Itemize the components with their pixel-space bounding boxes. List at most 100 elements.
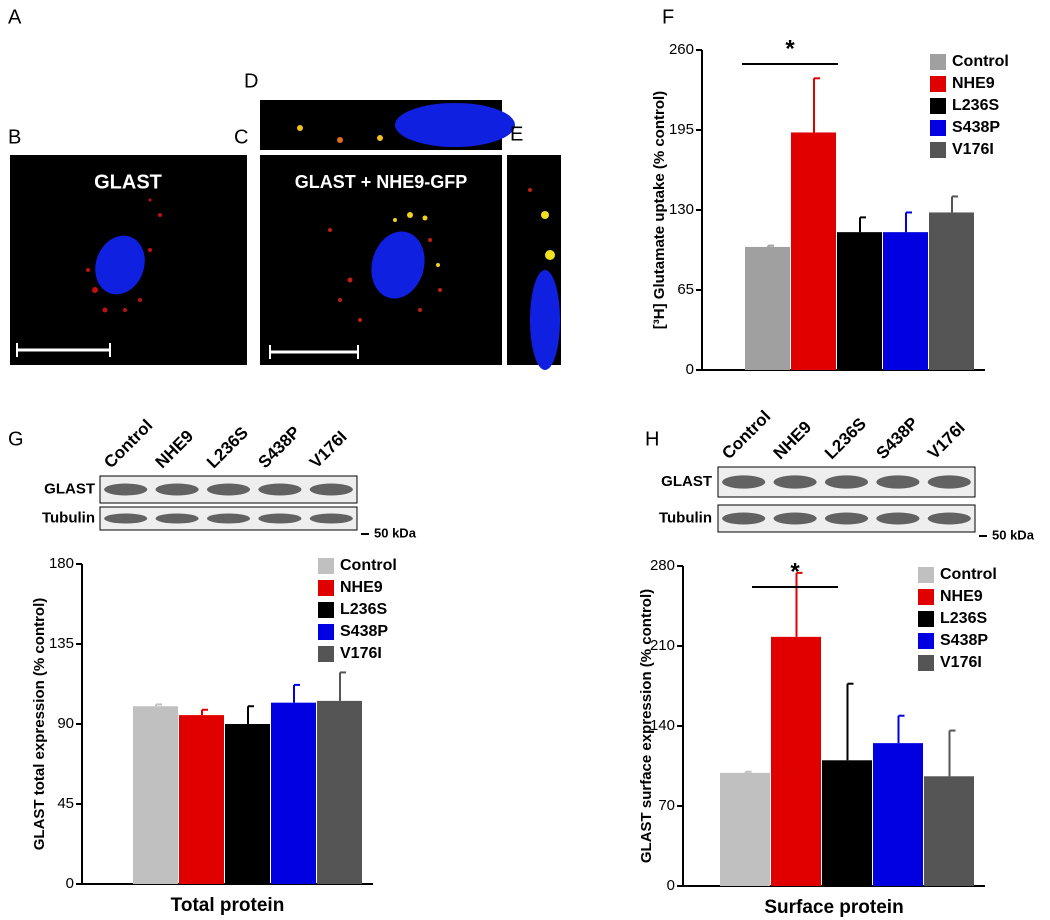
legend-swatch [318, 580, 334, 596]
panel-label: D [244, 70, 258, 92]
legend-label: S438P [340, 623, 388, 640]
band [773, 475, 817, 489]
band [155, 483, 199, 496]
panel-label: E [510, 123, 523, 145]
legend-swatch [930, 54, 946, 70]
legend-label: Control [340, 557, 397, 574]
band [206, 513, 251, 524]
y-tick-label: 65 [677, 281, 694, 298]
y-tick-label: 180 [49, 555, 74, 572]
lane-label: S438P [872, 413, 922, 463]
bar [771, 636, 821, 886]
lane-label: NHE9 [770, 417, 816, 463]
bar [745, 246, 790, 370]
row-label: Tubulin [42, 509, 95, 526]
bar [133, 706, 178, 884]
lane-label: V176I [924, 418, 969, 463]
panel-label: B [8, 126, 21, 148]
bar [924, 776, 974, 886]
y-axis-label: [³H] Glutamate uptake (% control) [651, 91, 668, 329]
y-tick-label: 135 [49, 635, 74, 652]
lane-label: L236S [203, 423, 252, 472]
legend-swatch [318, 602, 334, 618]
x-axis-label: Surface protein [764, 897, 903, 918]
band [155, 513, 199, 524]
legend-swatch [930, 120, 946, 136]
bar [791, 132, 836, 370]
bar [720, 772, 770, 886]
panel-label: F [662, 6, 674, 28]
band [876, 475, 920, 489]
marker-label: 50 kDa [374, 525, 417, 540]
band [824, 512, 869, 525]
legend-label: NHE9 [952, 75, 995, 92]
band [206, 483, 251, 496]
band [104, 483, 148, 496]
y-tick-label: 195 [669, 121, 694, 138]
legend-label: S438P [952, 119, 1000, 136]
y-tick-label: 0 [686, 361, 694, 378]
panel-label: G [8, 428, 24, 450]
micrograph-c [260, 155, 502, 365]
y-tick-label: 260 [669, 41, 694, 58]
y-tick-label: 0 [66, 875, 74, 892]
legend-swatch [318, 624, 334, 640]
bar [929, 212, 974, 370]
bar [873, 743, 923, 886]
band [309, 483, 353, 496]
legend-label: Control [952, 53, 1009, 70]
y-axis-label: GLAST surface expression (% control) [638, 589, 655, 863]
lane-label: NHE9 [152, 426, 198, 472]
legend-swatch [918, 633, 934, 649]
lane-label: Control [100, 416, 156, 472]
legend-label: L236S [340, 601, 387, 618]
band [722, 475, 766, 489]
legend-swatch [930, 98, 946, 114]
band [309, 513, 353, 524]
panel-label: A [8, 6, 22, 28]
lane-label: Control [718, 407, 774, 463]
panel-label: H [645, 428, 659, 450]
micrograph-label: GLAST [94, 171, 162, 193]
legend-swatch [918, 611, 934, 627]
legend-swatch [930, 76, 946, 92]
band [824, 475, 869, 489]
bar [837, 232, 882, 370]
band [927, 512, 971, 525]
bar [225, 724, 270, 884]
bar [883, 232, 928, 370]
panel-label: C [234, 126, 248, 148]
y-tick-label: 140 [650, 717, 675, 734]
lane-label: L236S [821, 414, 870, 463]
bar [317, 700, 362, 884]
band [722, 512, 766, 525]
legend-label: NHE9 [340, 579, 383, 596]
legend-label: Control [940, 566, 997, 583]
legend-label: L236S [952, 97, 999, 114]
y-tick-label: 130 [669, 201, 694, 218]
x-axis-label: Total protein [171, 895, 285, 916]
bar [822, 760, 872, 886]
micrograph-b [10, 155, 247, 365]
legend-label: V176I [340, 645, 382, 662]
micrograph-label: GLAST + NHE9-GFP [295, 172, 468, 192]
lane-label: V176I [306, 427, 351, 472]
legend-label: S438P [940, 632, 988, 649]
micrograph-e [507, 155, 561, 370]
band [258, 513, 302, 524]
row-label: Tubulin [659, 509, 712, 526]
legend-swatch [918, 655, 934, 671]
marker-label: 50 kDa [992, 527, 1035, 542]
lane-label: S438P [254, 422, 304, 472]
row-label: GLAST [44, 480, 95, 497]
y-tick-label: 210 [650, 637, 675, 654]
legend-swatch [930, 142, 946, 158]
band [104, 513, 148, 524]
band [258, 483, 302, 496]
legend-label: NHE9 [940, 588, 983, 605]
micrograph-d [260, 100, 515, 150]
y-axis-label: GLAST total expression (% control) [31, 598, 48, 851]
bar [179, 715, 224, 884]
legend-swatch [918, 589, 934, 605]
